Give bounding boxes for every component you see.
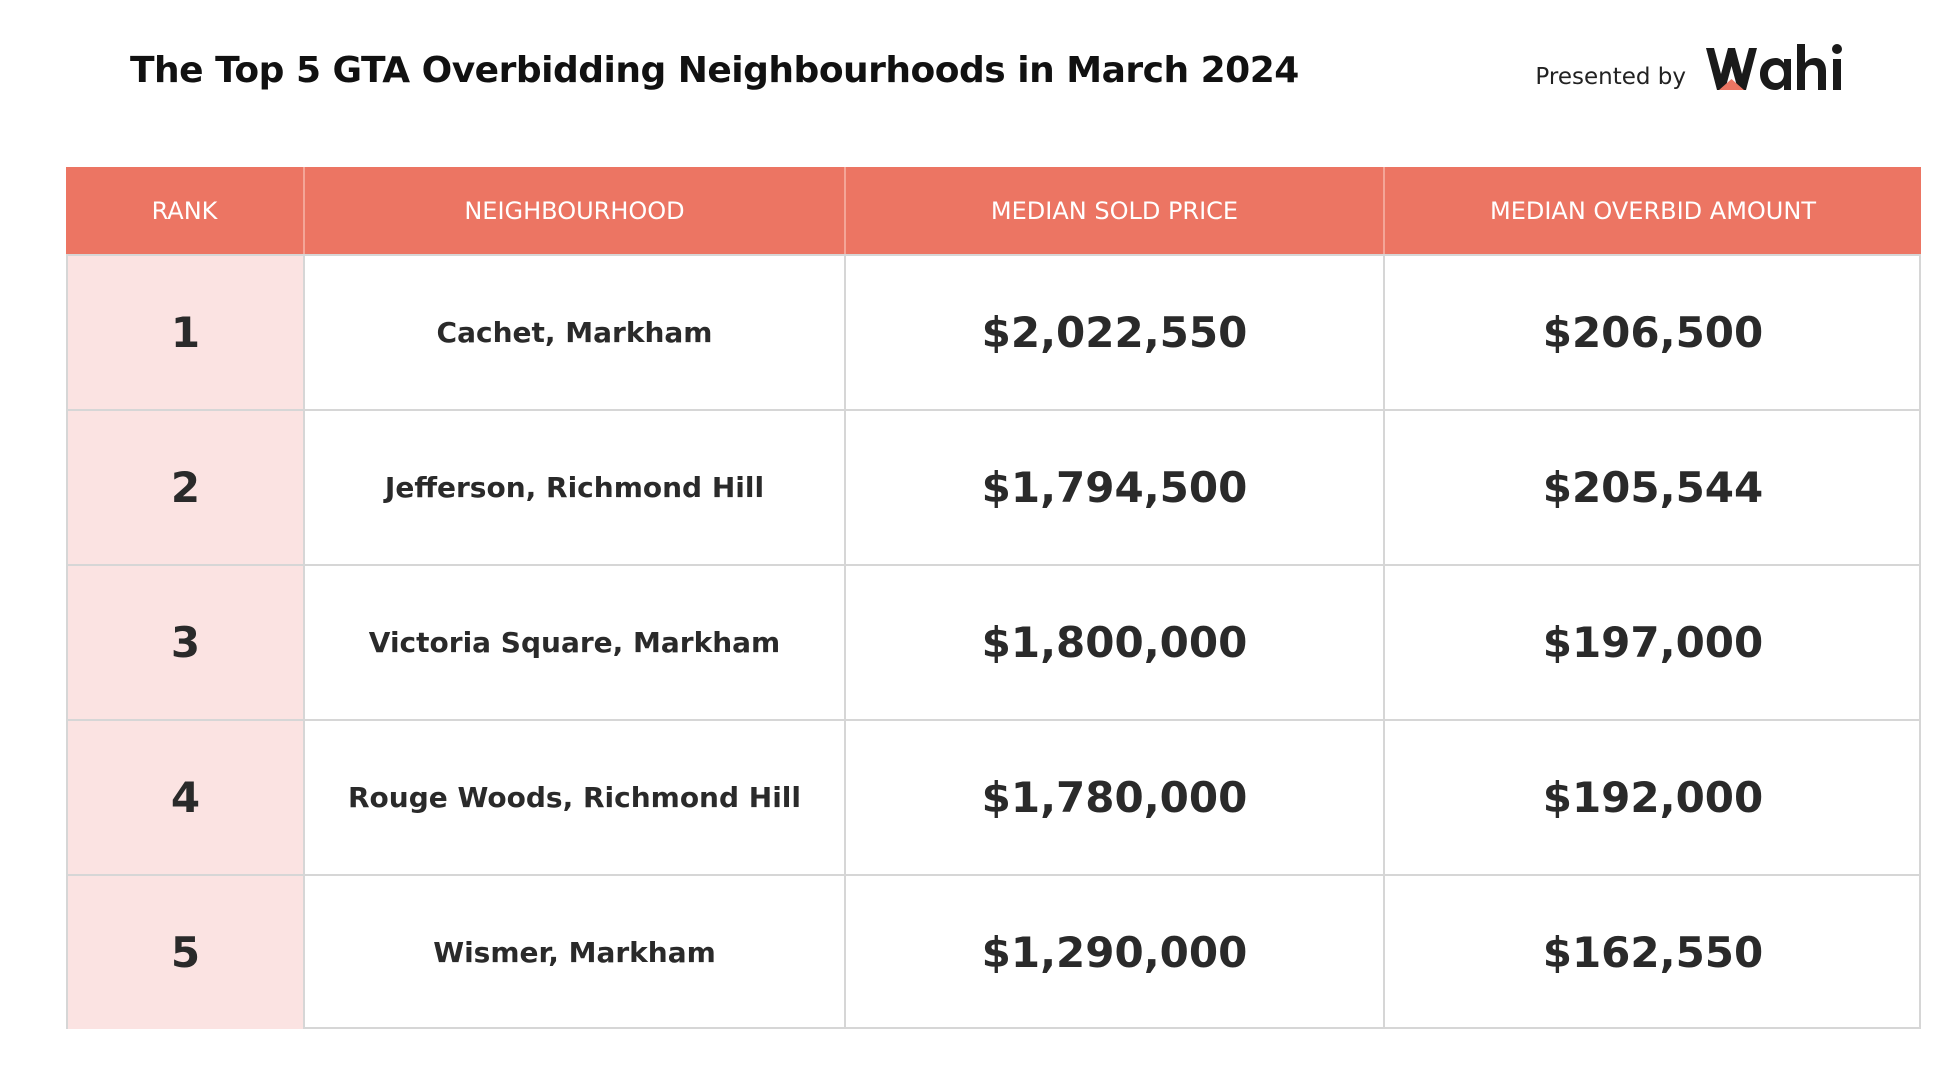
- median-sold-price-cell: $1,800,000: [844, 564, 1383, 719]
- presented-by-label: Presented by: [1535, 64, 1686, 90]
- rank-cell: 4: [66, 719, 303, 874]
- overbidding-table: RANK NEIGHBOURHOOD MEDIAN SOLD PRICE MED…: [66, 167, 1921, 1031]
- neighbourhood-cell: Wismer, Markham: [303, 874, 844, 1029]
- brand-block: Presented by: [1535, 36, 1860, 96]
- neighbourhood-cell: Victoria Square, Markham: [303, 564, 844, 719]
- column-header-rank: RANK: [66, 167, 303, 254]
- rank-cell: 5: [66, 874, 303, 1029]
- column-header-median-sold-price: MEDIAN SOLD PRICE: [844, 167, 1383, 254]
- median-overbid-amount-cell: $192,000: [1383, 719, 1921, 874]
- neighbourhood-cell: Rouge Woods, Richmond Hill: [303, 719, 844, 874]
- neighbourhood-cell: Cachet, Markham: [303, 254, 844, 409]
- rank-cell: 1: [66, 254, 303, 409]
- wahi-logo: [1706, 44, 1842, 90]
- median-overbid-amount-cell: $205,544: [1383, 409, 1921, 564]
- median-overbid-amount-cell: $197,000: [1383, 564, 1921, 719]
- rank-cell: 3: [66, 564, 303, 719]
- median-sold-price-cell: $1,794,500: [844, 409, 1383, 564]
- column-header-neighbourhood: NEIGHBOURHOOD: [303, 167, 844, 254]
- column-header-median-overbid-amount: MEDIAN OVERBID AMOUNT: [1383, 167, 1921, 254]
- median-sold-price-cell: $1,290,000: [844, 874, 1383, 1029]
- median-overbid-amount-cell: $162,550: [1383, 874, 1921, 1029]
- rank-cell: 2: [66, 409, 303, 564]
- median-sold-price-cell: $1,780,000: [844, 719, 1383, 874]
- median-sold-price-cell: $2,022,550: [844, 254, 1383, 409]
- table-grid: RANK NEIGHBOURHOOD MEDIAN SOLD PRICE MED…: [66, 167, 1921, 1029]
- chart-title: The Top 5 GTA Overbidding Neighbourhoods…: [130, 50, 1299, 91]
- median-overbid-amount-cell: $206,500: [1383, 254, 1921, 409]
- neighbourhood-cell: Jefferson, Richmond Hill: [303, 409, 844, 564]
